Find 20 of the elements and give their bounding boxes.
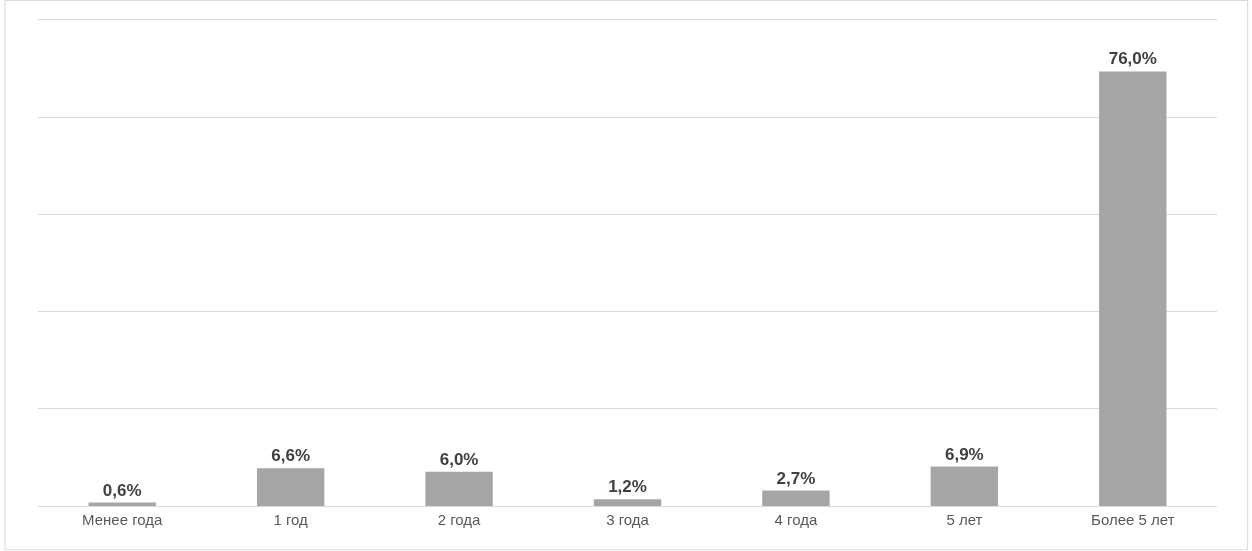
bar: [762, 490, 830, 506]
x-tick-label: Менее года: [82, 511, 164, 528]
x-tick-label: 5 лет: [946, 511, 983, 528]
x-tick-label: 1 год: [273, 511, 309, 528]
bar: [593, 499, 662, 506]
bar: [425, 471, 493, 506]
data-label: 0,6%: [102, 480, 142, 500]
data-label: 6,0%: [439, 449, 479, 469]
bar: [256, 468, 325, 506]
x-tick-label: 4 года: [774, 511, 818, 528]
data-label: 6,9%: [944, 444, 984, 464]
data-label: 6,6%: [271, 446, 311, 466]
x-tick-label: Более 5 лет: [1091, 511, 1175, 528]
x-tick-label: 3 года: [606, 511, 650, 528]
data-label: 1,2%: [608, 477, 647, 497]
data-label: 76,0%: [1108, 49, 1157, 69]
x-tick-label: 2 года: [437, 511, 482, 528]
bar: [1099, 71, 1167, 506]
bar: [930, 466, 999, 506]
data-label: 2,7%: [776, 468, 816, 488]
